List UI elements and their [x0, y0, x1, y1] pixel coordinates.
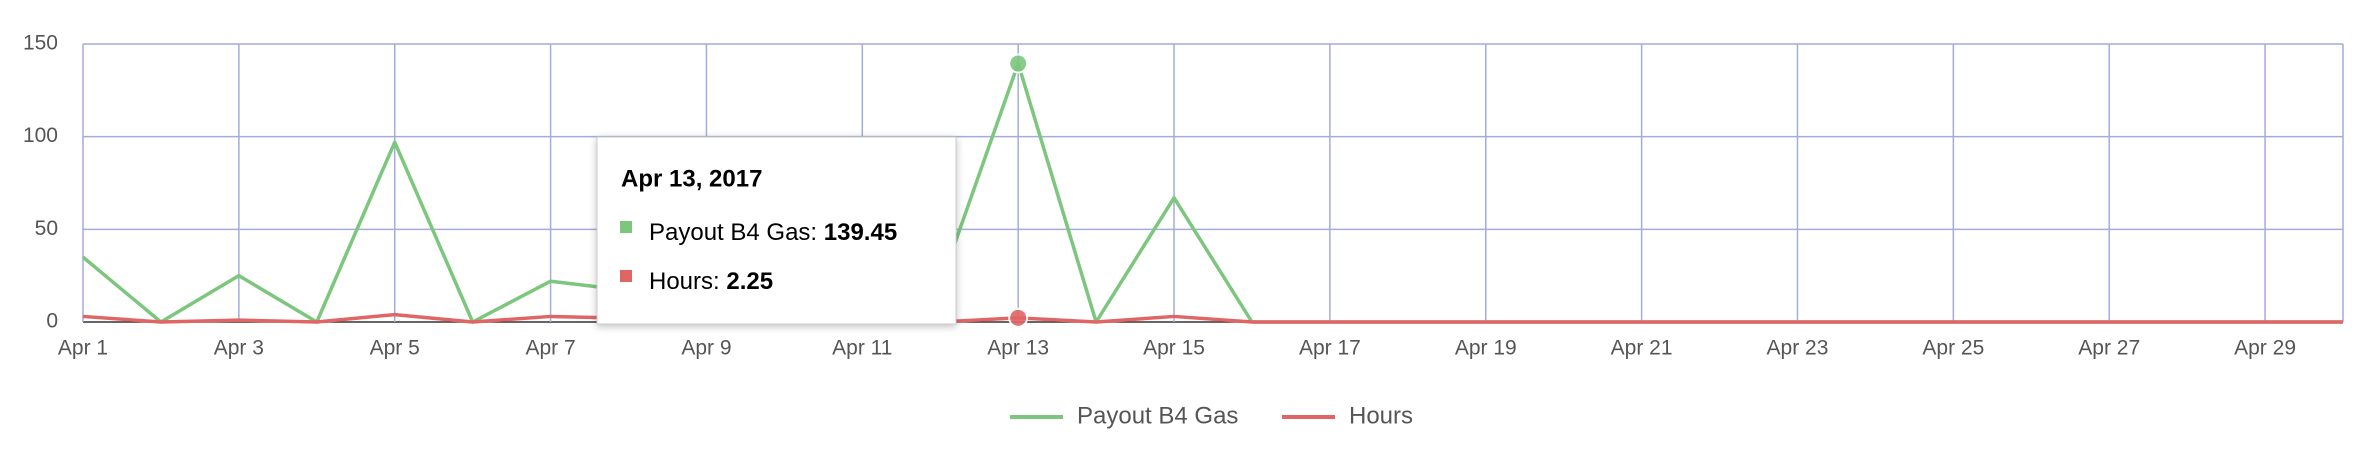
series-line	[81, 61, 2343, 324]
y-tick-label: 0	[46, 310, 58, 333]
x-tick-label: Apr 23	[1767, 337, 1829, 360]
x-tick-label: Apr 5	[370, 337, 420, 360]
tooltip-title: Apr 13, 2017	[621, 165, 762, 192]
y-tick-label: 50	[35, 217, 58, 240]
tooltip-swatch	[620, 270, 632, 282]
x-tick-label: Apr 7	[525, 337, 575, 360]
tooltip-value: 139.45	[824, 219, 897, 246]
x-tick-label: Apr 11	[832, 337, 892, 360]
x-tick-label: Apr 19	[1455, 337, 1517, 360]
tooltip-label: Payout B4 Gas:	[649, 219, 817, 246]
hover-point	[1008, 53, 1029, 74]
hover-point	[1008, 307, 1029, 328]
x-tick-label: Apr 25	[1922, 337, 1984, 360]
x-tick-label: Apr 15	[1143, 337, 1205, 360]
x-tick-label: Apr 1	[58, 337, 108, 360]
legend-label: Hours	[1349, 402, 1413, 429]
x-tick-label: Apr 13	[987, 337, 1049, 360]
tooltip-row: Hours: 2.25	[649, 268, 773, 295]
tooltip-value: 2.25	[726, 268, 773, 295]
series-line	[82, 312, 2343, 324]
tooltip-row: Payout B4 Gas: 139.45	[649, 219, 897, 246]
x-tick-label: Apr 27	[2078, 337, 2140, 360]
tooltip-box	[596, 136, 957, 325]
x-tick-label: Apr 17	[1299, 337, 1361, 360]
y-tick-label: 150	[23, 32, 58, 55]
tooltip: Apr 13, 2017 Payout B4 Gas: 139.45 Hours: …	[596, 136, 957, 325]
x-tick-label: Apr 9	[681, 337, 731, 360]
tooltip-swatch	[620, 221, 632, 233]
x-tick-label: Apr 21	[1611, 337, 1673, 360]
legend-label: Payout B4 Gas	[1077, 402, 1238, 429]
y-tick-label: 100	[23, 124, 58, 147]
tooltip-label: Hours:	[649, 268, 720, 295]
x-tick-label: Apr 3	[214, 337, 264, 360]
x-tick-label: Apr 29	[2234, 337, 2296, 360]
